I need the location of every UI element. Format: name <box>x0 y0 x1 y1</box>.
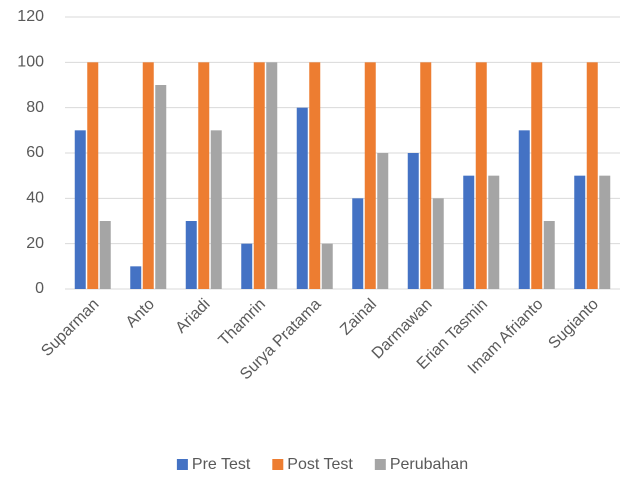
bar <box>407 153 419 289</box>
y-tick-label: 120 <box>17 8 44 25</box>
bar <box>599 175 611 289</box>
x-tick-label: Ariadi <box>173 296 214 337</box>
x-tick-label: Suparman <box>38 296 102 360</box>
bar <box>155 85 167 289</box>
y-tick-label: 40 <box>26 190 44 207</box>
legend-item: Post Test <box>272 456 353 473</box>
bar <box>74 130 86 289</box>
bar <box>99 221 111 289</box>
bar <box>309 62 321 290</box>
bar <box>432 198 444 289</box>
y-tick-label: 20 <box>26 235 44 252</box>
bar <box>185 221 197 289</box>
bar <box>574 175 586 289</box>
legend-swatch <box>176 459 188 470</box>
legend-swatch <box>272 459 284 470</box>
bar <box>253 62 265 290</box>
bar <box>241 243 253 289</box>
bar <box>420 62 432 290</box>
y-tick-label: 0 <box>35 280 44 297</box>
legend-item: Pre Test <box>176 456 251 473</box>
bar <box>321 243 333 289</box>
bar <box>463 175 475 289</box>
bar <box>475 62 487 290</box>
bar <box>543 221 555 289</box>
legend-label: Perubahan <box>390 456 468 473</box>
legend-label: Pre Test <box>192 456 251 473</box>
bar <box>130 266 142 289</box>
bar <box>364 62 376 290</box>
y-tick-label: 60 <box>26 144 44 161</box>
bar <box>142 62 154 290</box>
legend-label: Post Test <box>287 456 353 473</box>
legend-swatch <box>374 459 386 470</box>
x-tick-label: Zainal <box>337 296 380 339</box>
x-tick-label: Thamrin <box>216 296 270 350</box>
legend-item: Perubahan <box>374 456 468 473</box>
bar <box>296 107 308 290</box>
bar <box>518 130 530 289</box>
bar <box>531 62 543 290</box>
bar <box>352 198 364 289</box>
bar <box>266 62 278 290</box>
y-tick-label: 80 <box>26 99 44 116</box>
bar <box>210 130 222 289</box>
bar <box>488 175 500 289</box>
bar <box>198 62 210 290</box>
bar <box>377 153 389 289</box>
bar <box>586 62 598 290</box>
bar <box>87 62 99 290</box>
y-tick-label: 100 <box>17 54 44 71</box>
x-tick-label: Anto <box>123 296 158 331</box>
x-tick-label: Sugianto <box>545 296 602 353</box>
